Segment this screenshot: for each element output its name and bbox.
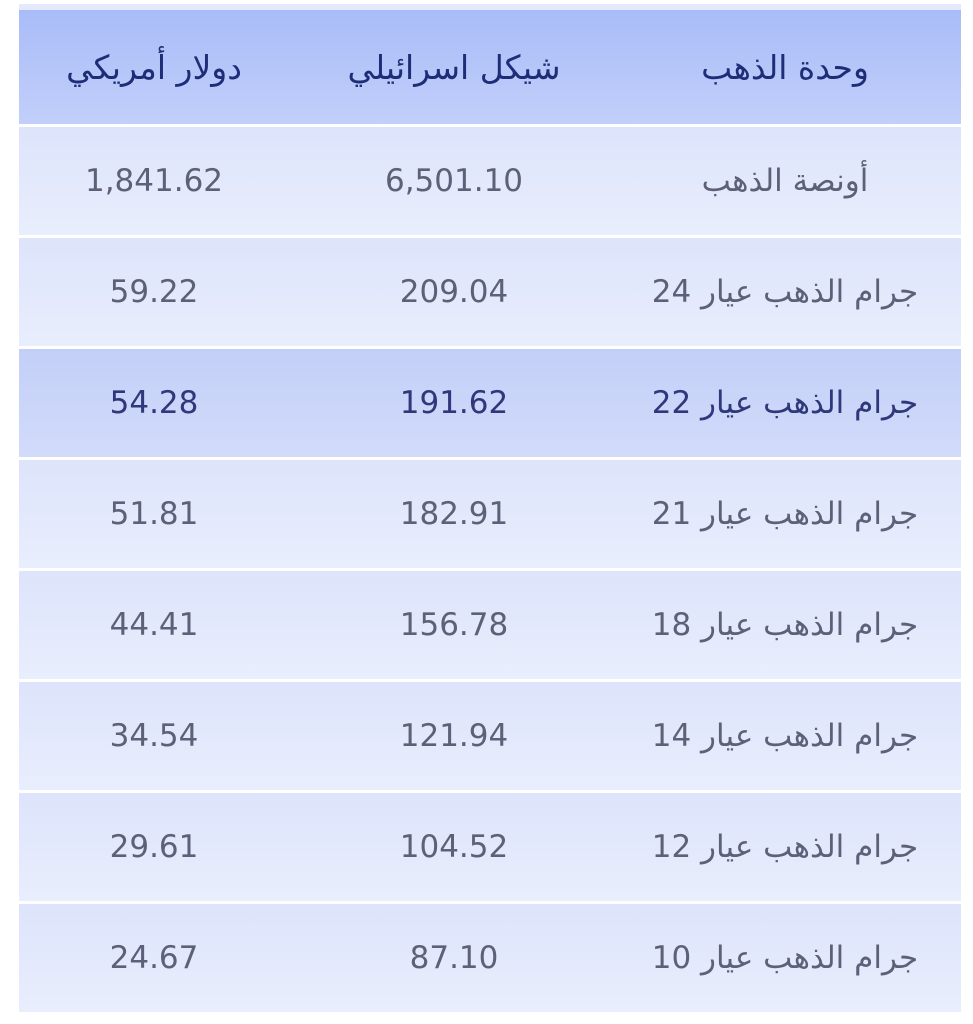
table-row: 59.22 209.04 جرام الذهب عيار 24 <box>19 238 961 346</box>
cell-ils: 6,501.10 <box>384 163 524 199</box>
gold-price-table: دولار أمريكي شيكل اسرائيلي وحدة الذهب 1,… <box>19 10 961 1015</box>
cell-ils: 182.91 <box>399 496 509 532</box>
cell-unit: جرام الذهب عيار 22 <box>651 385 919 421</box>
cell-unit: جرام الذهب عيار 21 <box>651 496 919 532</box>
cell-ils: 209.04 <box>399 274 509 310</box>
table-row: 29.61 104.52 جرام الذهب عيار 12 <box>19 793 961 901</box>
cell-unit: جرام الذهب عيار 18 <box>651 607 919 643</box>
cell-usd: 51.81 <box>109 496 199 532</box>
cell-ils: 87.10 <box>409 940 499 976</box>
header-usd: دولار أمريكي <box>66 47 242 87</box>
cell-ils: 104.52 <box>399 829 509 865</box>
cell-ils: 156.78 <box>399 607 509 643</box>
cell-usd: 1,841.62 <box>84 163 224 199</box>
cell-unit: جرام الذهب عيار 12 <box>651 829 919 865</box>
table-top-border <box>19 4 961 10</box>
table-row: 54.28 191.62 جرام الذهب عيار 22 <box>19 349 961 457</box>
cell-usd: 24.67 <box>109 940 199 976</box>
cell-usd: 44.41 <box>109 607 199 643</box>
cell-ils: 191.62 <box>399 385 509 421</box>
header-ils: شيكل اسرائيلي <box>347 47 561 87</box>
cell-usd: 59.22 <box>109 274 199 310</box>
cell-unit: جرام الذهب عيار 14 <box>651 718 919 754</box>
cell-usd: 54.28 <box>109 385 199 421</box>
header-unit: وحدة الذهب <box>701 47 869 87</box>
table-row: 24.67 87.10 جرام الذهب عيار 10 <box>19 904 961 1012</box>
table-row: 1,841.62 6,501.10 أونصة الذهب <box>19 127 961 235</box>
table-row: 51.81 182.91 جرام الذهب عيار 21 <box>19 460 961 568</box>
cell-unit: جرام الذهب عيار 10 <box>651 940 919 976</box>
table-row: 44.41 156.78 جرام الذهب عيار 18 <box>19 571 961 679</box>
table-row: 34.54 121.94 جرام الذهب عيار 14 <box>19 682 961 790</box>
table-header: دولار أمريكي شيكل اسرائيلي وحدة الذهب <box>19 10 961 124</box>
cell-unit: جرام الذهب عيار 24 <box>651 274 919 310</box>
cell-usd: 29.61 <box>109 829 199 865</box>
cell-unit: أونصة الذهب <box>701 163 869 199</box>
cell-ils: 121.94 <box>399 718 509 754</box>
cell-usd: 34.54 <box>109 718 199 754</box>
